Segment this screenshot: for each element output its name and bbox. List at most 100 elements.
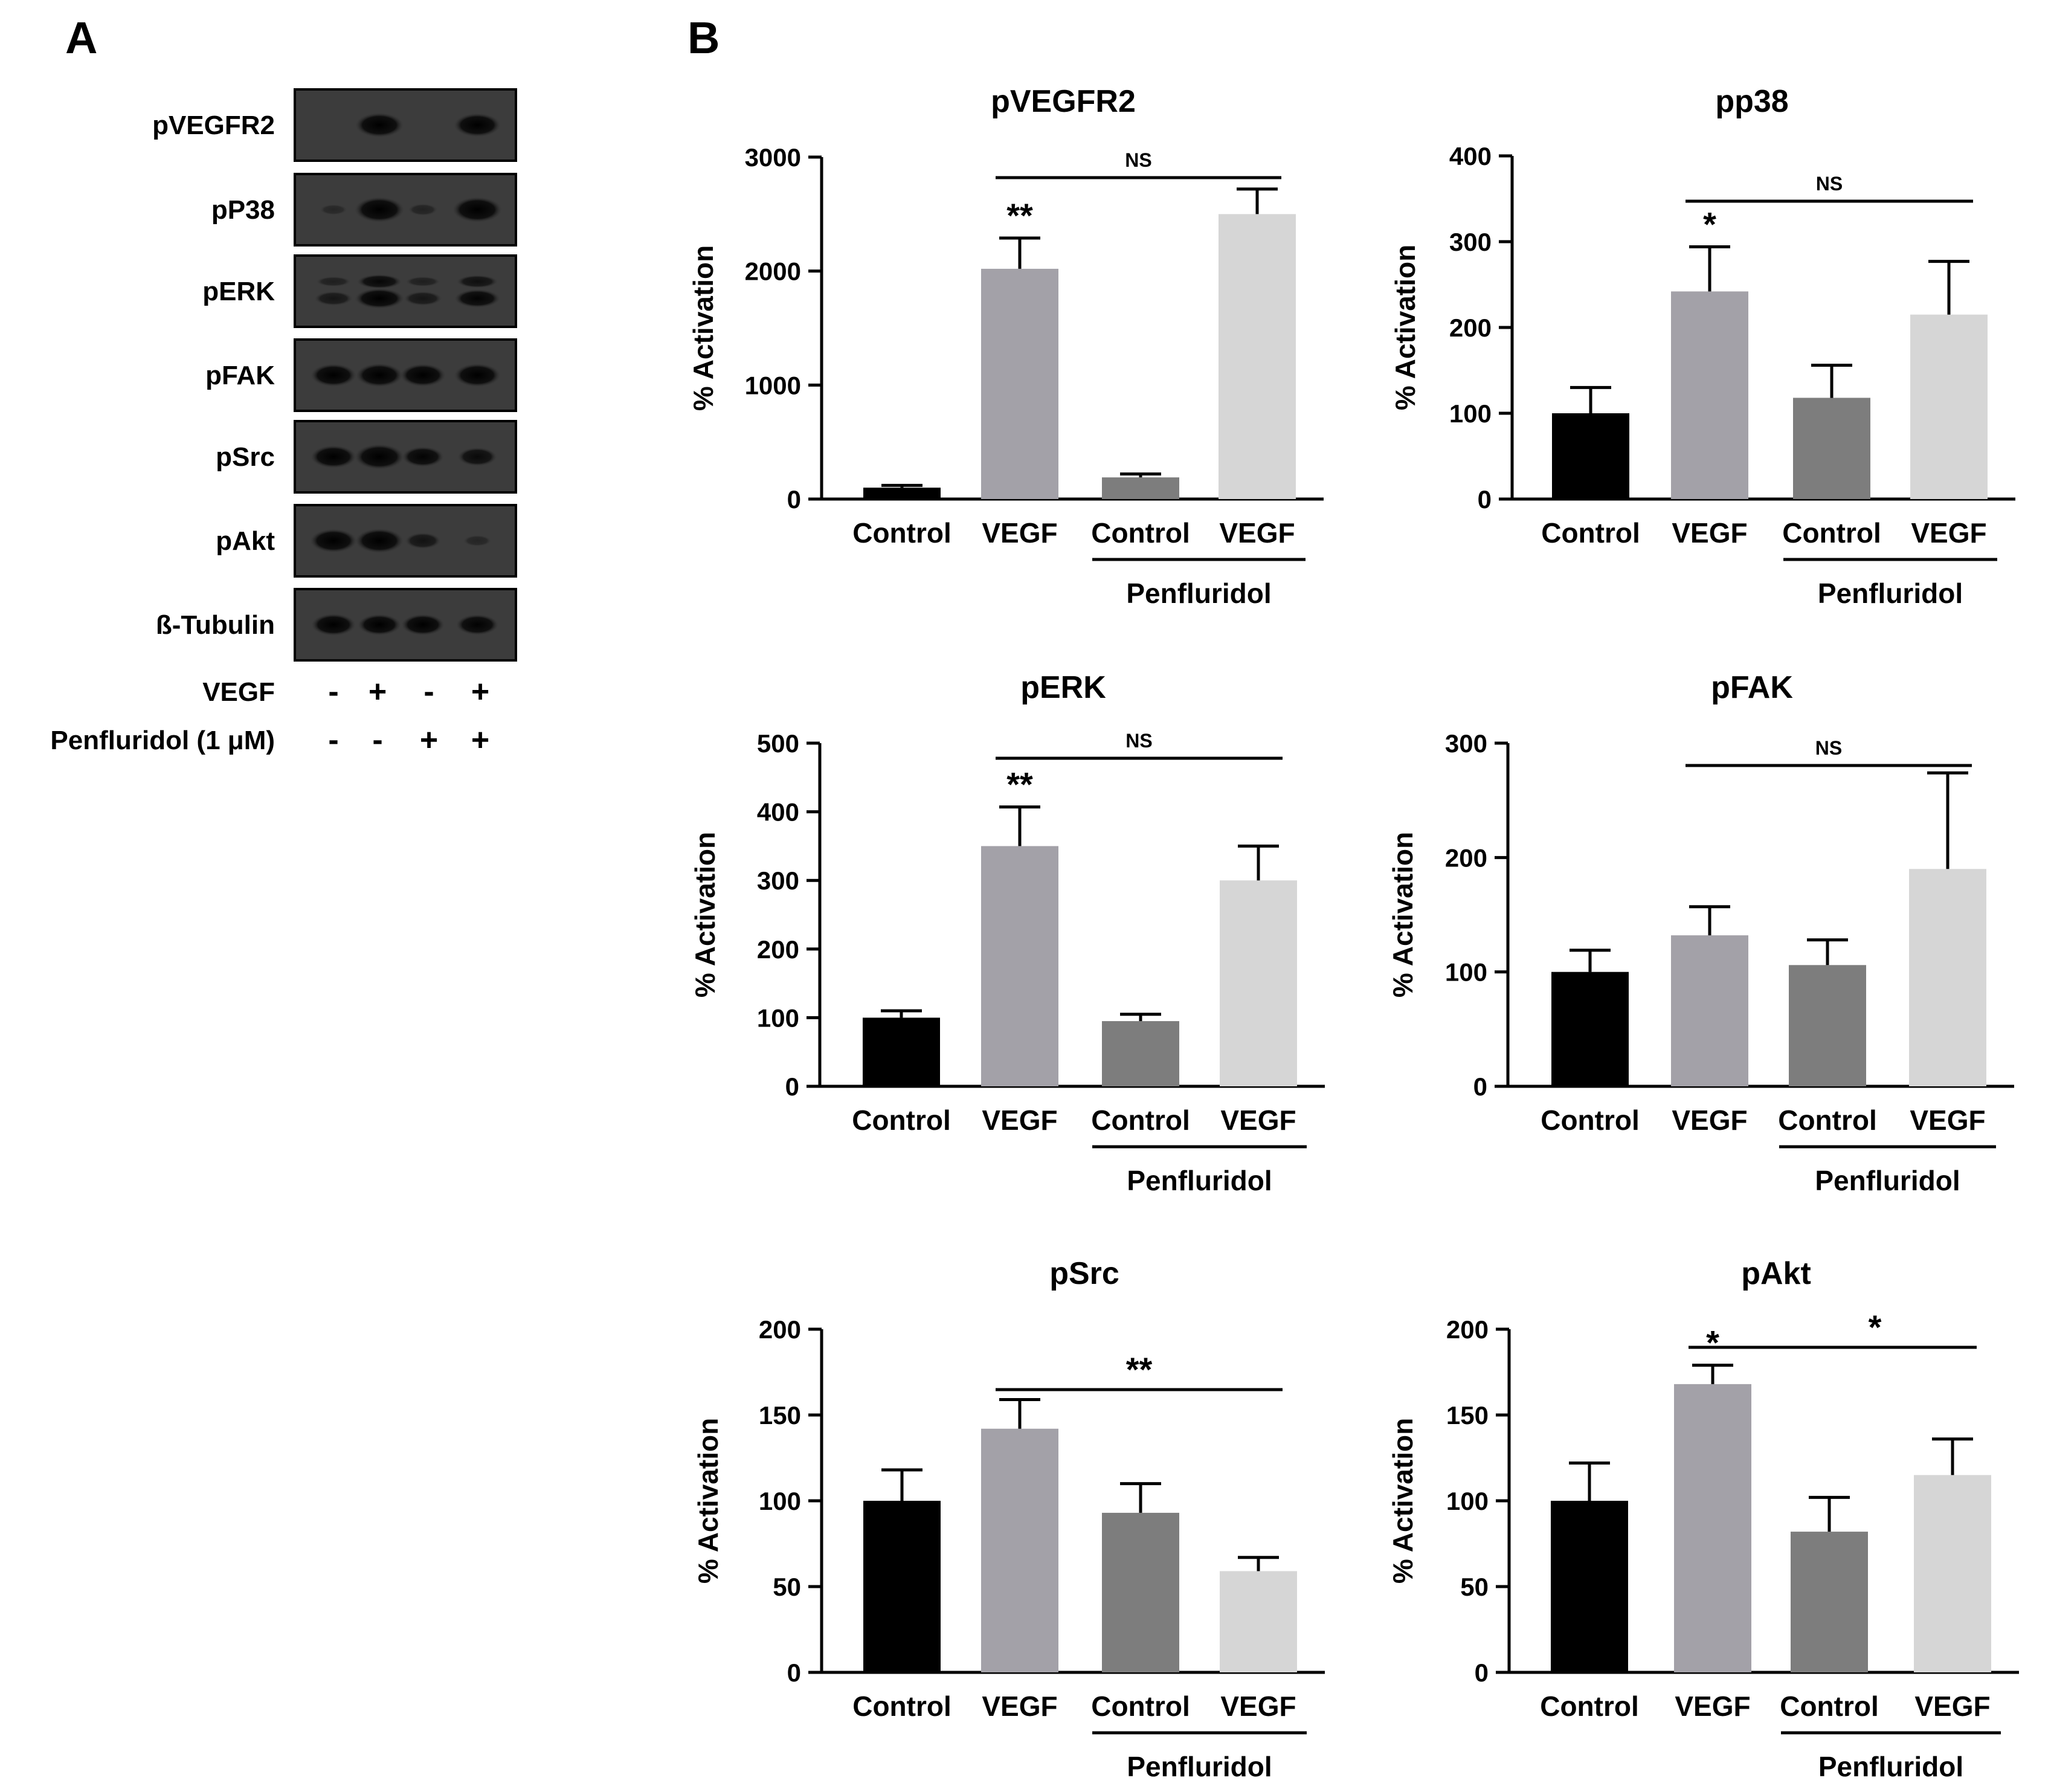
y-tick-label: 300	[1445, 729, 1487, 758]
x-tick-label: Control	[1780, 1690, 1879, 1722]
x-tick-label: Control	[1091, 1104, 1190, 1136]
bar	[1220, 1571, 1297, 1672]
y-axis-label: % Activation	[1389, 245, 1421, 410]
x-tick-label: Control	[852, 1690, 951, 1722]
blot-band	[402, 446, 444, 467]
y-tick-label: 2000	[745, 257, 801, 286]
bar	[1551, 1501, 1628, 1672]
blot-band	[454, 289, 500, 308]
chart-title: pERK	[1020, 670, 1106, 705]
bar	[1909, 869, 1986, 1086]
group-label: Penfluridol	[1818, 1751, 1963, 1782]
x-tick-label: Control	[1540, 1690, 1639, 1722]
bar	[981, 846, 1058, 1086]
blot-band	[316, 276, 351, 287]
y-tick-label: 100	[1446, 1487, 1489, 1515]
y-tick-label: 150	[759, 1401, 801, 1429]
y-tick-label: 50	[773, 1573, 801, 1601]
blot-row-label: pSrc	[216, 442, 275, 472]
panel-label-a: A	[65, 13, 97, 63]
y-axis-label: % Activation	[687, 245, 719, 411]
y-tick-label: 400	[1449, 142, 1492, 170]
group-label: Penfluridol	[1127, 1165, 1272, 1196]
blot-band	[320, 204, 347, 215]
group-label: Penfluridol	[1815, 1165, 1960, 1196]
y-tick-label: 100	[757, 1004, 799, 1032]
y-tick-label: 0	[787, 1658, 801, 1687]
blot-band	[356, 363, 403, 387]
bar	[1552, 413, 1629, 499]
treatment-label: Penfluridol (1 μM)	[50, 726, 275, 755]
treatment-sign: -	[328, 674, 338, 709]
treatment-sign: -	[423, 674, 434, 709]
bracket-label: **	[1126, 1350, 1153, 1388]
bracket-label: NS	[1125, 730, 1152, 752]
blot-band	[311, 445, 356, 468]
blot-band	[456, 275, 498, 288]
y-axis-label: % Activation	[689, 832, 721, 998]
blot-band	[405, 532, 441, 549]
chart-title: pVEGFR2	[991, 84, 1136, 119]
blot-band	[355, 444, 404, 469]
bar	[1793, 398, 1870, 499]
bar-chart-perk: pERK % Activation 0 100 200 300 400 500 Control V…	[689, 670, 1325, 1196]
bar-chart-pp38: pp38 % Activation 0 100 200 300 400 Control VEGF…	[1389, 84, 2015, 609]
x-tick-label: VEGF	[1910, 1104, 1985, 1136]
bar	[1102, 477, 1179, 499]
treatment-label: VEGF	[202, 677, 275, 707]
x-tick-label: Control	[1778, 1104, 1877, 1136]
y-tick-label: 0	[1478, 485, 1492, 514]
y-tick-label: 300	[757, 866, 799, 895]
bracket-label: NS	[1816, 173, 1843, 195]
chart-title: pSrc	[1049, 1256, 1119, 1291]
treatment-sign: +	[420, 723, 438, 758]
blot-band	[400, 364, 446, 387]
blot-band	[452, 197, 502, 222]
bar	[1102, 1512, 1179, 1672]
x-tick-label: VEGF	[1672, 517, 1747, 549]
y-axis-label: % Activation	[692, 1418, 724, 1584]
bar-chart-pvegfr2: pVEGFR2 % Activation 0 1000 2000 3000 Control V…	[687, 84, 1324, 609]
y-tick-label: 400	[757, 798, 799, 827]
y-tick-label: 100	[1445, 958, 1487, 987]
blot-band	[405, 276, 440, 287]
x-tick-label: VEGF	[1672, 1104, 1747, 1136]
chart-title: pp38	[1715, 84, 1788, 119]
group-label: Penfluridol	[1818, 578, 1963, 609]
treatment-sign: -	[372, 723, 382, 758]
blot-row-label: ß-Tubulin	[156, 610, 275, 640]
blot-row-label: pERK	[202, 277, 275, 306]
y-tick-label: 200	[757, 935, 799, 964]
blot-band	[404, 291, 442, 306]
bar	[1220, 880, 1297, 1086]
bar	[863, 1017, 940, 1086]
blot-band	[355, 197, 404, 222]
significance-marker: *	[1703, 205, 1716, 243]
bar	[1551, 972, 1629, 1086]
y-tick-label: 200	[1449, 314, 1492, 342]
blot-row-label: pP38	[211, 195, 275, 225]
x-tick-label: Control	[1091, 517, 1190, 549]
treatment-sign: -	[328, 723, 338, 758]
y-tick-label: 200	[1445, 843, 1487, 872]
y-tick-label: 200	[759, 1315, 801, 1344]
bar-chart-pfak: pFAK % Activation 0 100 200 300 Control VEGF Con…	[1387, 670, 2014, 1196]
blot-band	[357, 274, 402, 289]
y-tick-label: 0	[787, 485, 801, 514]
blot-band	[358, 614, 401, 636]
x-tick-label: VEGF	[982, 517, 1057, 549]
treatment-sign: +	[369, 674, 387, 709]
bar	[1102, 1021, 1179, 1086]
blot-band	[456, 614, 499, 636]
x-tick-label: VEGF	[1219, 517, 1295, 549]
blot-row-label: pAkt	[216, 526, 275, 556]
y-tick-label: 200	[1446, 1315, 1489, 1344]
y-tick-label: 1000	[745, 371, 801, 399]
bar	[863, 488, 941, 499]
y-tick-label: 50	[1460, 1573, 1489, 1601]
x-tick-label: VEGF	[982, 1690, 1057, 1722]
blot-band	[454, 113, 501, 137]
x-tick-label: VEGF	[1914, 1690, 1990, 1722]
